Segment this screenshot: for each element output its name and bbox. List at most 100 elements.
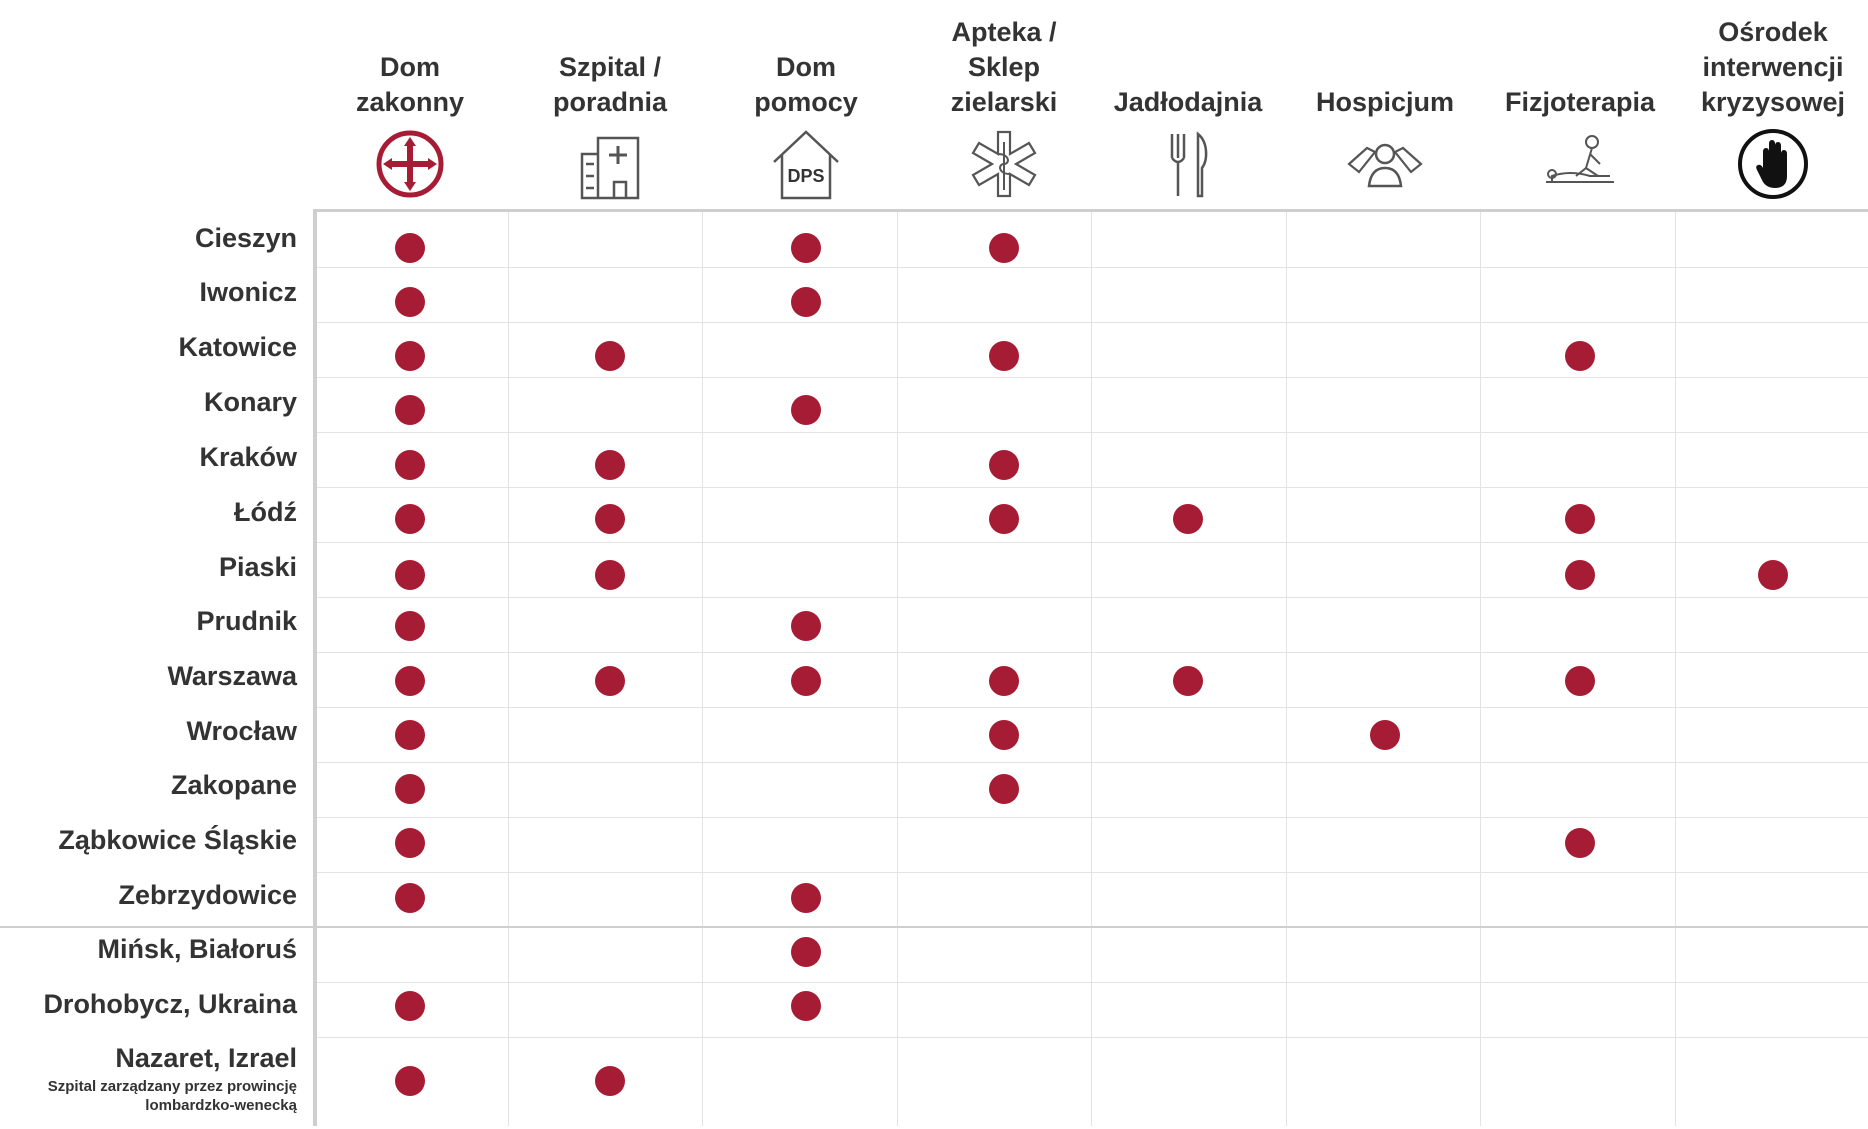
hospital-icon-graphic: [580, 136, 640, 200]
marker-dot: [395, 774, 425, 804]
marker-dot: [395, 395, 425, 425]
grid-row-line: [313, 377, 1868, 378]
grid-row-line: [313, 762, 1868, 763]
marker-dot: [791, 233, 821, 263]
svg-text:DPS: DPS: [787, 166, 824, 186]
marker-dot: [395, 287, 425, 317]
grid-column-line: [1285, 212, 1287, 1126]
row-label: Drohobycz, Ukraina: [43, 989, 297, 1019]
marker-dot: [989, 233, 1019, 263]
marker-dot: [1758, 560, 1788, 590]
marker-dot: [595, 560, 625, 590]
marker-dot: [989, 720, 1019, 750]
row-sublabel: Szpital zarządzany przez prowincję lombar…: [0, 1077, 297, 1115]
row-label: Konary: [203, 387, 297, 417]
row-sublabel-line: Szpital zarządzany przez prowincję: [47, 1078, 297, 1095]
marker-dot: [989, 666, 1019, 696]
marker-dot: [595, 450, 625, 480]
marker-dot: [595, 504, 625, 534]
grid-row-line: [313, 817, 1868, 818]
stop-hand-icon-graphic: [1738, 129, 1808, 199]
column-header-line: Ośrodek: [1718, 17, 1828, 47]
row-label: Prudnik: [196, 606, 297, 636]
marker-dot: [395, 233, 425, 263]
row-sublabel-line: lombardzko-wenecką: [145, 1097, 297, 1114]
fork-knife-icon-graphic: [1170, 131, 1208, 198]
fork-knife-icon: [1091, 124, 1285, 204]
column-header: Szpital / poradnia: [513, 8, 707, 120]
grid-row-line: [313, 542, 1868, 543]
marker-dot: [989, 774, 1019, 804]
grid-row-line: [313, 597, 1868, 598]
row-label: Nazaret, Izrael: [115, 1043, 297, 1073]
column-header: Hospicjum: [1288, 8, 1482, 120]
grid-row-line: [313, 1037, 1868, 1038]
house-dps-icon-graphic: DPS: [773, 130, 839, 200]
marker-dot: [989, 341, 1019, 371]
column-header-line: Sklep: [967, 52, 1041, 82]
row-label: Piaski: [218, 552, 297, 582]
column-header-line: pomocy: [754, 87, 858, 117]
column-header-line: poradnia: [552, 87, 667, 117]
marker-dot: [395, 560, 425, 590]
house-dps-icon: DPS: [709, 124, 903, 204]
row-label: Warszawa: [167, 661, 297, 691]
marker-dot: [791, 395, 821, 425]
marker-dot: [395, 666, 425, 696]
medical-star-icon: [907, 124, 1101, 204]
marker-dot: [395, 991, 425, 1021]
marker-dot: [791, 287, 821, 317]
row-label: Katowice: [178, 332, 297, 362]
grid-top-border: [313, 209, 1868, 212]
marker-dot: [1173, 666, 1203, 696]
grid-row-line: [313, 707, 1868, 708]
grid-row-line: [313, 982, 1868, 983]
marker-dot: [395, 450, 425, 480]
grid-column-line: [896, 212, 898, 1126]
marker-dot: [595, 666, 625, 696]
column-header-line: Apteka /: [951, 17, 1057, 47]
marker-dot: [791, 611, 821, 641]
caring-hands-icon-graphic: [1347, 143, 1423, 188]
marker-dot: [1565, 341, 1595, 371]
column-header-line: interwencji: [1702, 52, 1844, 82]
cross-emblem-icon-graphic: [376, 130, 444, 198]
marker-dot: [395, 720, 425, 750]
column-header: Apteka / Sklep zielarski: [907, 8, 1101, 120]
marker-dot: [791, 666, 821, 696]
section-divider-line: [0, 926, 1868, 928]
marker-dot: [595, 341, 625, 371]
grid-row-line: [313, 432, 1868, 433]
hospital-icon: [513, 124, 707, 204]
caring-hands-icon: [1288, 124, 1482, 204]
column-header: Fizjoterapia: [1483, 8, 1677, 120]
column-header: Dom zakonny: [313, 8, 507, 120]
column-header-line: Jadłodajnia: [1113, 87, 1263, 117]
column-header-line: kryzysowej: [1700, 87, 1846, 117]
grid-row-line: [313, 322, 1868, 323]
column-header-line: Szpital /: [558, 52, 661, 82]
grid-left-border: [313, 209, 317, 1126]
row-label: Ząbkowice Śląskie: [58, 825, 297, 855]
marker-dot: [989, 504, 1019, 534]
grid-column-line: [1674, 212, 1676, 1126]
marker-dot: [395, 504, 425, 534]
marker-dot: [395, 341, 425, 371]
column-header: Ośrodek interwencji kryzysowej: [1676, 8, 1868, 120]
grid-row-line: [313, 487, 1868, 488]
grid-row-line: [313, 652, 1868, 653]
column-header-line: zielarski: [950, 87, 1058, 117]
row-label: Wrocław: [186, 716, 297, 746]
cross-emblem-icon: [313, 124, 507, 204]
row-label: Iwonicz: [199, 277, 297, 307]
medical-star-icon-graphic: [971, 130, 1037, 198]
row-label: Cieszyn: [194, 223, 297, 253]
marker-dot: [1173, 504, 1203, 534]
stop-hand-icon: [1676, 124, 1868, 204]
marker-dot: [395, 883, 425, 913]
grid-column-line: [1480, 212, 1481, 1126]
column-header: Dom pomocy: [709, 8, 903, 120]
row-label: Kraków: [199, 442, 297, 472]
marker-dot: [791, 991, 821, 1021]
